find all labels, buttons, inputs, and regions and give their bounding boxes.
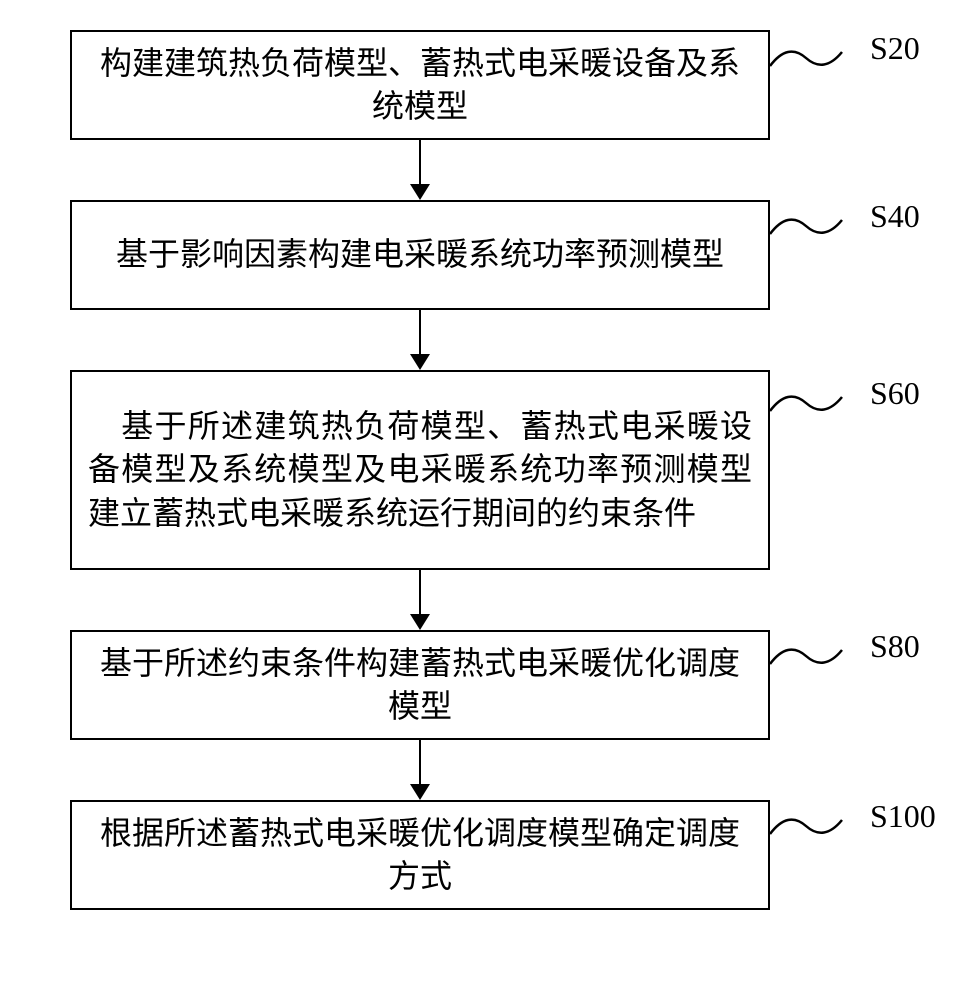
flow-step-text: 基于所述约束条件构建蓄热式电采暖优化调度模型	[88, 642, 752, 728]
tilde-connector	[766, 38, 846, 78]
arrow-line	[419, 740, 421, 784]
step-label-s100: S100	[870, 798, 936, 835]
flow-step-text: 根据所述蓄热式电采暖优化调度模型确定调度方式	[88, 812, 752, 898]
tilde-connector	[766, 806, 846, 846]
step-label-s60: S60	[870, 375, 920, 412]
tilde-connector	[766, 636, 846, 676]
arrow-head	[410, 784, 430, 800]
flow-step-s80: 基于所述约束条件构建蓄热式电采暖优化调度模型	[70, 630, 770, 740]
tilde-connector	[766, 206, 846, 246]
flow-step-s40: 基于影响因素构建电采暖系统功率预测模型	[70, 200, 770, 310]
step-label-s80: S80	[870, 628, 920, 665]
flow-step-text: 基于影响因素构建电采暖系统功率预测模型	[116, 233, 724, 276]
arrow-line	[419, 570, 421, 614]
tilde-connector	[766, 383, 846, 423]
arrow-line	[419, 310, 421, 354]
arrow-head	[410, 354, 430, 370]
arrow-head	[410, 614, 430, 630]
flow-step-s60: 基于所述建筑热负荷模型、蓄热式电采暖设备模型及系统模型及电采暖系统功率预测模型建…	[70, 370, 770, 570]
flow-step-text: 构建建筑热负荷模型、蓄热式电采暖设备及系统模型	[88, 42, 752, 128]
flow-step-s100: 根据所述蓄热式电采暖优化调度模型确定调度方式	[70, 800, 770, 910]
arrow-head	[410, 184, 430, 200]
flow-step-s20: 构建建筑热负荷模型、蓄热式电采暖设备及系统模型	[70, 30, 770, 140]
step-label-s40: S40	[870, 198, 920, 235]
arrow-line	[419, 140, 421, 184]
step-label-s20: S20	[870, 30, 920, 67]
flow-step-text: 基于所述建筑热负荷模型、蓄热式电采暖设备模型及系统模型及电采暖系统功率预测模型建…	[88, 405, 752, 535]
